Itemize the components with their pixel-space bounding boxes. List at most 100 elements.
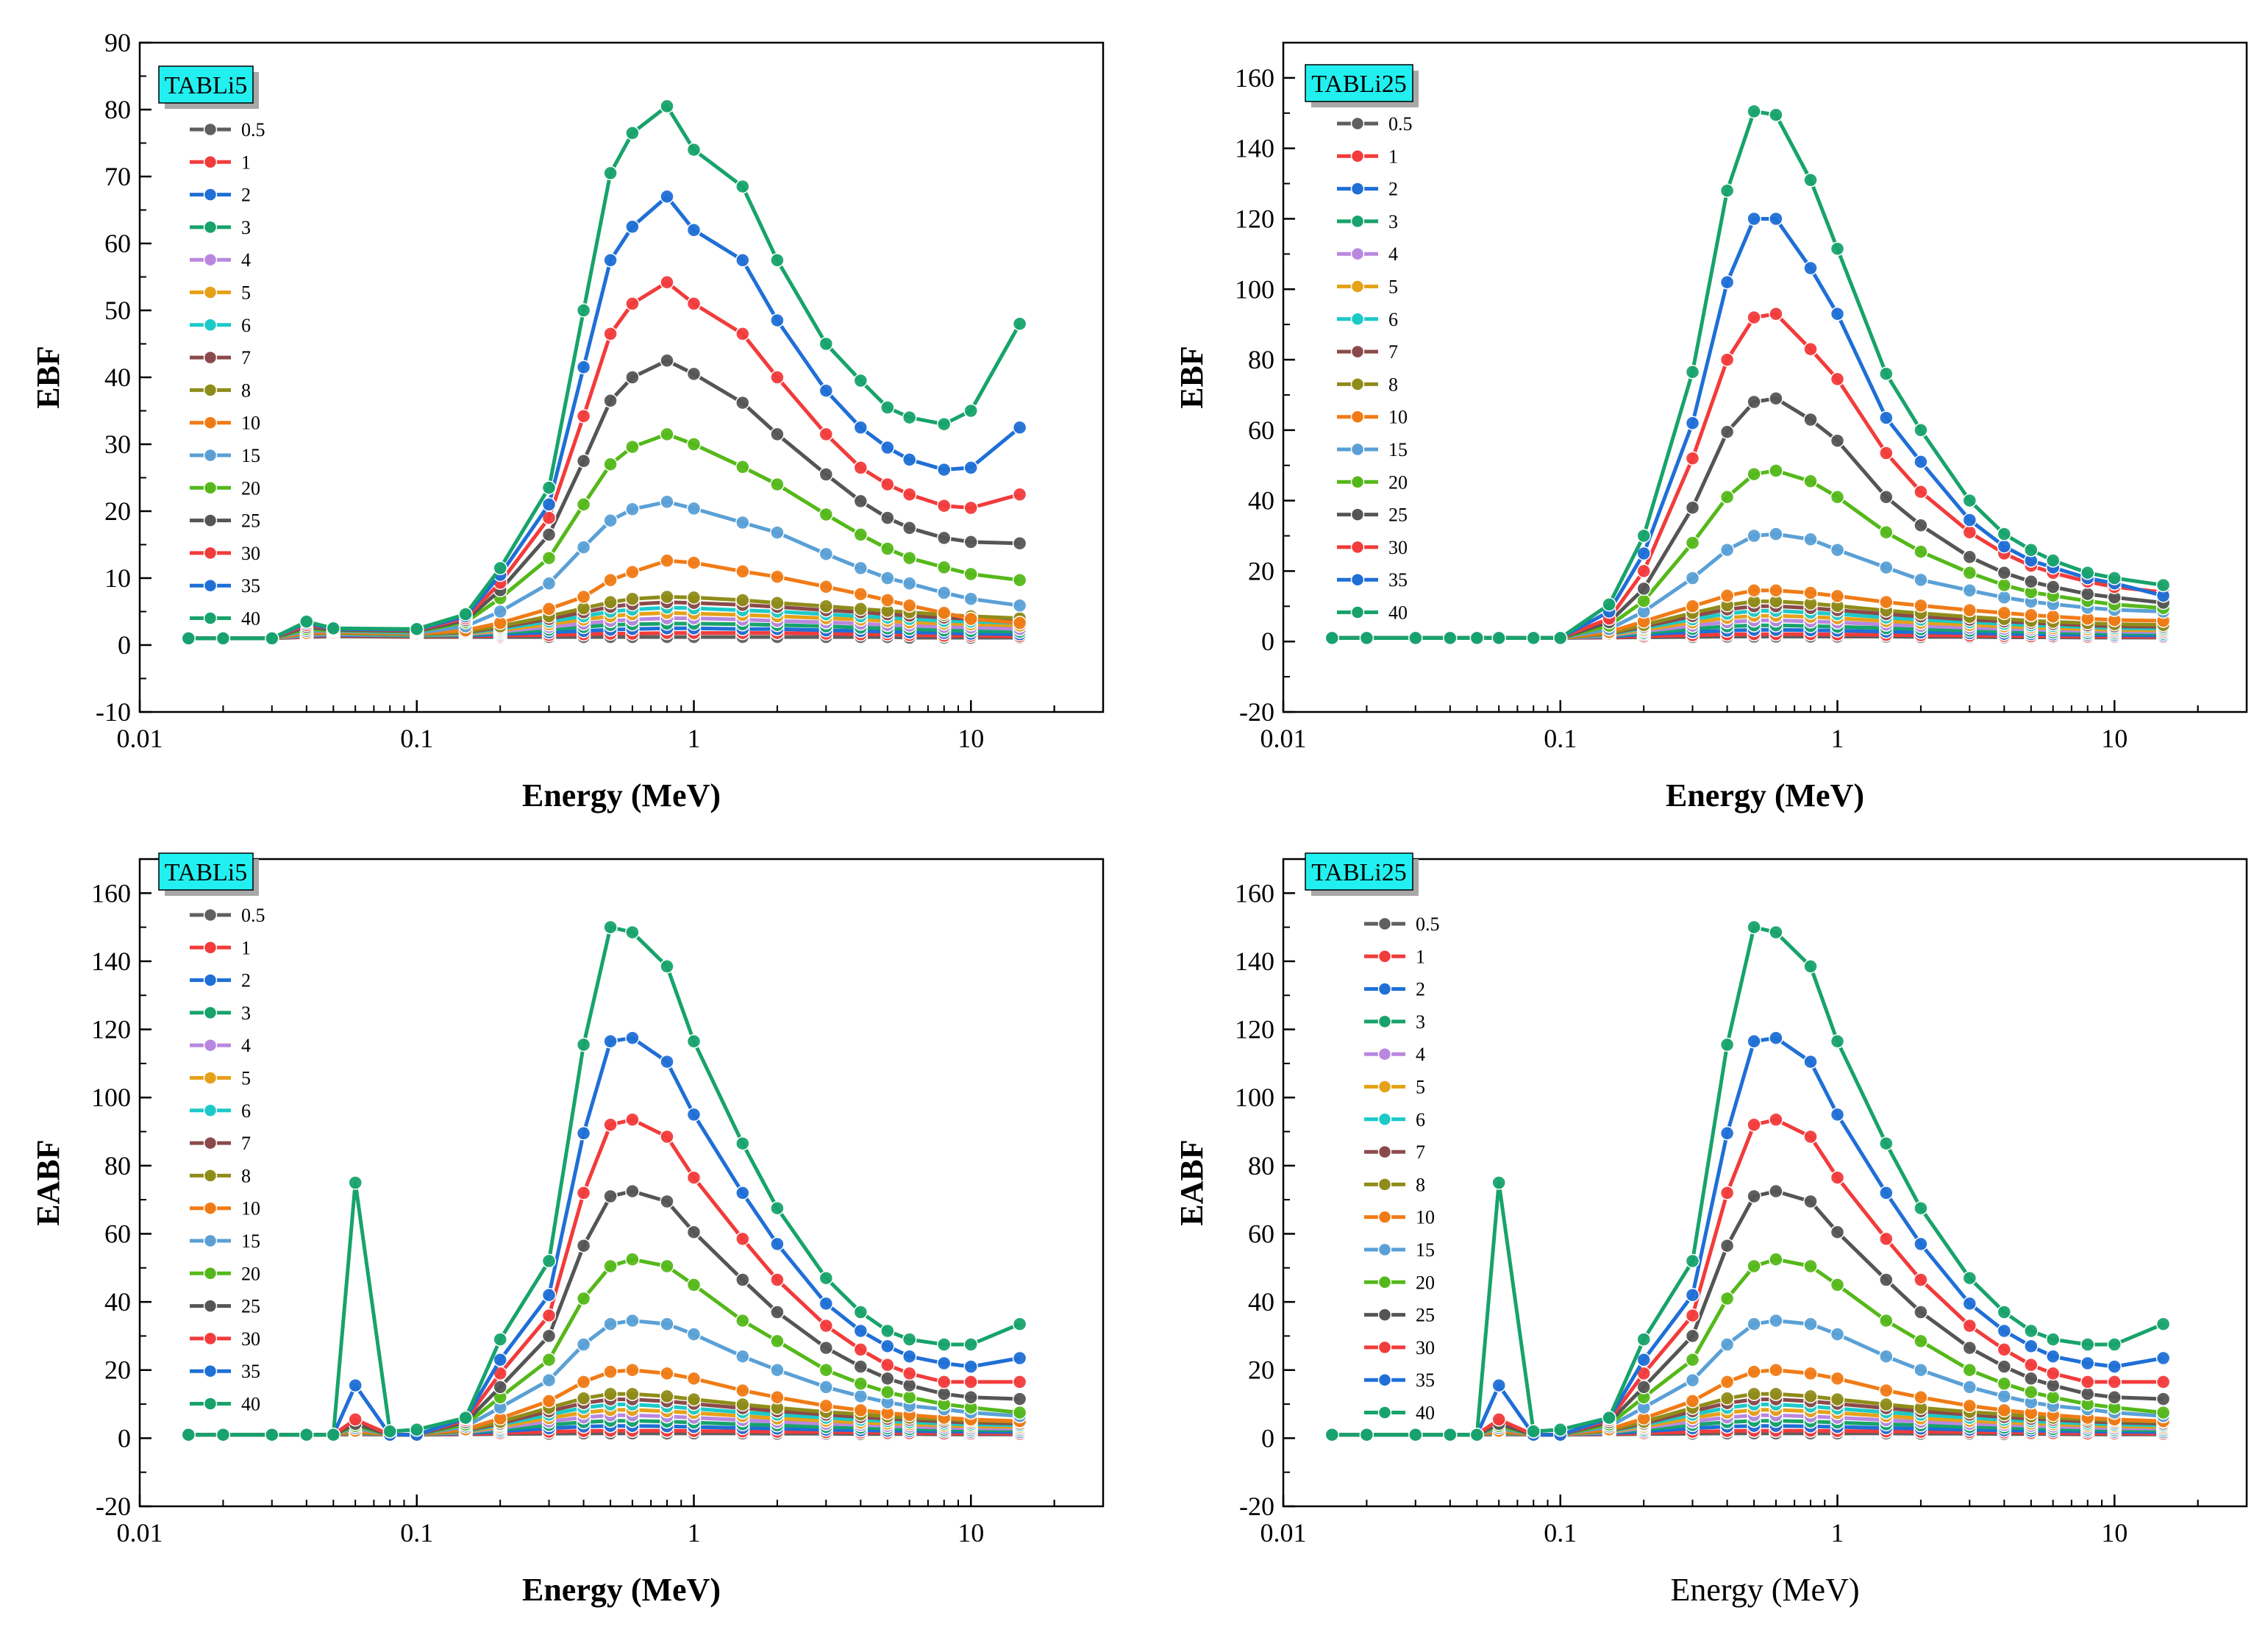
x-tick-label: 1 bbox=[687, 1518, 700, 1548]
data-point bbox=[2024, 1358, 2039, 1372]
y-tick-label: 60 bbox=[1248, 1219, 1274, 1248]
data-point bbox=[1879, 1313, 1894, 1328]
data-point bbox=[735, 327, 750, 341]
data-point bbox=[2155, 1317, 2171, 1331]
data-point bbox=[348, 1175, 363, 1190]
data-point bbox=[936, 605, 952, 621]
data-point bbox=[936, 1337, 952, 1352]
data-point bbox=[1526, 1424, 1541, 1439]
data-point bbox=[1879, 490, 1894, 505]
data-point bbox=[1552, 1422, 1568, 1437]
legend-swatch-marker bbox=[203, 1005, 218, 1020]
data-point bbox=[686, 1170, 702, 1185]
legend-swatch-marker bbox=[203, 122, 218, 137]
data-point bbox=[1914, 1272, 1928, 1287]
data-point bbox=[541, 1253, 557, 1269]
legend-label: 3 bbox=[241, 1002, 251, 1024]
x-tick-label: 1 bbox=[1830, 1518, 1844, 1548]
x-axis-title: Energy (MeV) bbox=[1671, 1572, 1860, 1608]
data-point bbox=[1769, 527, 1783, 541]
data-point bbox=[1879, 1272, 1894, 1287]
data-point bbox=[963, 1390, 978, 1405]
legend-swatch-marker bbox=[203, 1136, 218, 1150]
legend-swatch-marker bbox=[1350, 149, 1365, 163]
data-point bbox=[963, 566, 978, 582]
data-point bbox=[1719, 1291, 1735, 1306]
data-point bbox=[1830, 1327, 1845, 1342]
data-point bbox=[541, 1372, 557, 1388]
data-point bbox=[1830, 542, 1845, 558]
data-point bbox=[181, 631, 196, 646]
data-point bbox=[880, 477, 895, 492]
data-point bbox=[1636, 1353, 1651, 1367]
data-point bbox=[1997, 1342, 2012, 1357]
legend-label: 15 bbox=[241, 445, 260, 466]
data-point bbox=[1443, 630, 1458, 646]
legend-label: 8 bbox=[241, 1165, 251, 1186]
legend: 0.5 1 2 3 4 5 6 7 8 10 15 20 25 30 35 40 bbox=[1364, 913, 1440, 1424]
data-point bbox=[1769, 925, 1783, 940]
x-tick-label: 0.01 bbox=[117, 1518, 163, 1548]
data-point bbox=[603, 393, 618, 408]
legend-label: 15 bbox=[1416, 1239, 1435, 1261]
data-point bbox=[853, 373, 869, 388]
data-point bbox=[1324, 630, 1340, 646]
data-point bbox=[1469, 630, 1485, 646]
data-point bbox=[819, 1398, 834, 1414]
data-point bbox=[1769, 1362, 1783, 1378]
series-line bbox=[1332, 1117, 2164, 1437]
data-point bbox=[2024, 1371, 2039, 1386]
y-tick-label: 30 bbox=[104, 430, 131, 459]
data-point bbox=[2045, 609, 2061, 624]
data-point bbox=[660, 553, 674, 569]
data-point bbox=[1830, 307, 1845, 321]
data-point bbox=[1962, 493, 1978, 508]
data-point bbox=[1962, 602, 1978, 618]
data-point bbox=[1962, 583, 1978, 598]
data-point bbox=[1879, 1397, 1894, 1412]
data-point bbox=[1803, 1258, 1818, 1274]
y-tick-label: 80 bbox=[104, 1151, 131, 1180]
data-point bbox=[603, 572, 618, 588]
data-point bbox=[2080, 586, 2095, 602]
data-point bbox=[660, 1258, 674, 1274]
data-point bbox=[660, 1366, 674, 1381]
data-point bbox=[1803, 585, 1818, 600]
data-point bbox=[819, 1380, 834, 1395]
data-point bbox=[1803, 412, 1818, 427]
y-axis-title: EBF bbox=[1174, 346, 1210, 409]
data-point bbox=[409, 1422, 424, 1437]
data-point bbox=[853, 1342, 869, 1357]
legend-swatch-marker bbox=[203, 481, 218, 495]
series-40 bbox=[1324, 104, 2171, 646]
data-point bbox=[660, 99, 674, 114]
data-point bbox=[880, 1323, 895, 1339]
data-point bbox=[1636, 1332, 1651, 1347]
data-point bbox=[735, 1272, 750, 1287]
legend-swatch-marker bbox=[1350, 572, 1365, 587]
legend-swatch-marker bbox=[203, 155, 218, 169]
data-point bbox=[1685, 1353, 1700, 1367]
data-point bbox=[458, 1410, 473, 1425]
data-point bbox=[1830, 1278, 1845, 1292]
data-point bbox=[770, 595, 785, 610]
data-point bbox=[880, 1358, 895, 1372]
legend-label: 20 bbox=[1416, 1272, 1435, 1293]
data-point bbox=[576, 1291, 591, 1306]
data-point bbox=[660, 275, 674, 290]
data-point bbox=[1914, 1333, 1928, 1349]
data-point bbox=[735, 1313, 750, 1328]
data-point bbox=[686, 501, 702, 516]
data-point bbox=[1769, 1386, 1783, 1401]
data-point bbox=[1769, 107, 1783, 122]
data-point bbox=[2045, 1332, 2061, 1347]
data-point bbox=[1719, 1238, 1735, 1253]
legend-label: 40 bbox=[241, 1394, 260, 1415]
data-point bbox=[1830, 1170, 1845, 1185]
data-point bbox=[1685, 416, 1700, 431]
series-line bbox=[1332, 925, 2164, 1437]
y-tick-label: 80 bbox=[1248, 345, 1274, 374]
data-point bbox=[2024, 1323, 2039, 1339]
data-point bbox=[1719, 1375, 1735, 1389]
y-tick-label: 140 bbox=[1235, 947, 1274, 976]
